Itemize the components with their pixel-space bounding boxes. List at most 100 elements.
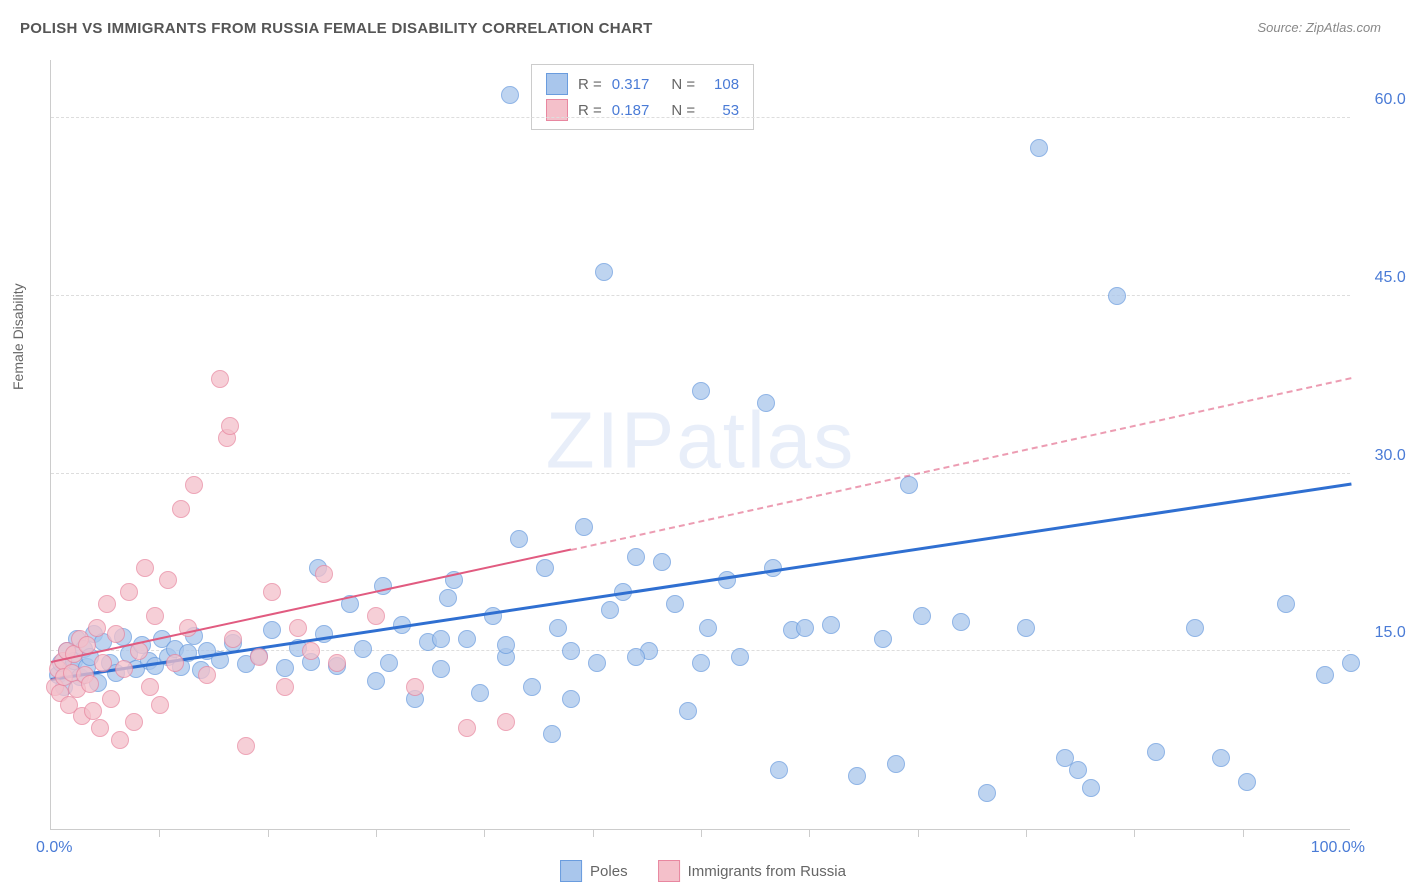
data-point xyxy=(952,613,970,631)
data-point xyxy=(263,621,281,639)
r-label: R = xyxy=(578,76,602,93)
data-point xyxy=(102,690,120,708)
data-point xyxy=(88,619,106,637)
data-point xyxy=(653,553,671,571)
data-point xyxy=(328,654,346,672)
legend-label: Immigrants from Russia xyxy=(688,863,846,880)
data-point xyxy=(302,642,320,660)
n-value: 53 xyxy=(705,102,739,119)
legend-item: Poles xyxy=(560,860,628,882)
data-point xyxy=(501,86,519,104)
x-tick xyxy=(376,829,377,837)
n-label: N = xyxy=(671,76,695,93)
data-point xyxy=(692,654,710,672)
data-point xyxy=(562,690,580,708)
data-point xyxy=(432,630,450,648)
data-point xyxy=(1147,743,1165,761)
data-point xyxy=(221,417,239,435)
data-point xyxy=(978,784,996,802)
data-point xyxy=(380,654,398,672)
data-point xyxy=(523,678,541,696)
data-point xyxy=(172,500,190,518)
data-point xyxy=(237,737,255,755)
data-point xyxy=(1108,287,1126,305)
data-point xyxy=(848,767,866,785)
data-point xyxy=(111,731,129,749)
data-point xyxy=(185,476,203,494)
data-point xyxy=(471,684,489,702)
data-point xyxy=(354,640,372,658)
data-point xyxy=(81,675,99,693)
gridline xyxy=(51,295,1350,296)
data-point xyxy=(1342,654,1360,672)
legend-swatch xyxy=(658,860,680,882)
data-point xyxy=(84,702,102,720)
data-point xyxy=(497,636,515,654)
data-point xyxy=(770,761,788,779)
data-point xyxy=(913,607,931,625)
data-point xyxy=(1082,779,1100,797)
data-point xyxy=(588,654,606,672)
data-point xyxy=(432,660,450,678)
data-point xyxy=(1316,666,1334,684)
data-point xyxy=(699,619,717,637)
data-point xyxy=(276,678,294,696)
data-point xyxy=(887,755,905,773)
r-value: 0.317 xyxy=(612,76,650,93)
data-point xyxy=(718,571,736,589)
r-value: 0.187 xyxy=(612,102,650,119)
data-point xyxy=(595,263,613,281)
r-label: R = xyxy=(578,102,602,119)
data-point xyxy=(263,583,281,601)
y-tick-label: 60.0% xyxy=(1360,91,1406,109)
y-tick-label: 30.0% xyxy=(1360,447,1406,465)
data-point xyxy=(125,713,143,731)
data-point xyxy=(120,583,138,601)
data-point xyxy=(1017,619,1035,637)
x-tick-max: 100.0% xyxy=(1311,839,1365,857)
x-tick xyxy=(484,829,485,837)
data-point xyxy=(1277,595,1295,613)
data-point xyxy=(536,559,554,577)
data-point xyxy=(367,672,385,690)
data-point xyxy=(510,530,528,548)
data-point xyxy=(543,725,561,743)
x-tick xyxy=(1243,829,1244,837)
x-tick xyxy=(268,829,269,837)
bottom-legend: Poles Immigrants from Russia xyxy=(560,860,846,882)
n-label: N = xyxy=(671,102,695,119)
x-tick xyxy=(1026,829,1027,837)
gridline xyxy=(51,473,1350,474)
x-tick-min: 0.0% xyxy=(36,839,72,857)
data-point xyxy=(692,382,710,400)
y-tick-label: 45.0% xyxy=(1360,269,1406,287)
data-point xyxy=(549,619,567,637)
source-attribution: Source: ZipAtlas.com xyxy=(1257,20,1381,35)
data-point xyxy=(406,678,424,696)
data-point xyxy=(146,607,164,625)
chart-title: POLISH VS IMMIGRANTS FROM RUSSIA FEMALE … xyxy=(20,20,653,37)
data-point xyxy=(1069,761,1087,779)
data-point xyxy=(115,660,133,678)
stats-legend: R =0.317N =108R =0.187N =53 xyxy=(531,64,754,130)
data-point xyxy=(575,518,593,536)
data-point xyxy=(151,696,169,714)
data-point xyxy=(874,630,892,648)
data-point xyxy=(98,595,116,613)
x-tick xyxy=(593,829,594,837)
data-point xyxy=(562,642,580,660)
data-point xyxy=(458,630,476,648)
legend-item: Immigrants from Russia xyxy=(658,860,846,882)
data-point xyxy=(166,654,184,672)
data-point xyxy=(159,571,177,589)
data-point xyxy=(439,589,457,607)
data-point xyxy=(141,678,159,696)
x-tick xyxy=(1134,829,1135,837)
x-tick xyxy=(809,829,810,837)
data-point xyxy=(211,370,229,388)
data-point xyxy=(1030,139,1048,157)
data-point xyxy=(627,548,645,566)
data-point xyxy=(224,630,242,648)
legend-label: Poles xyxy=(590,863,628,880)
y-tick-label: 15.0% xyxy=(1360,624,1406,642)
